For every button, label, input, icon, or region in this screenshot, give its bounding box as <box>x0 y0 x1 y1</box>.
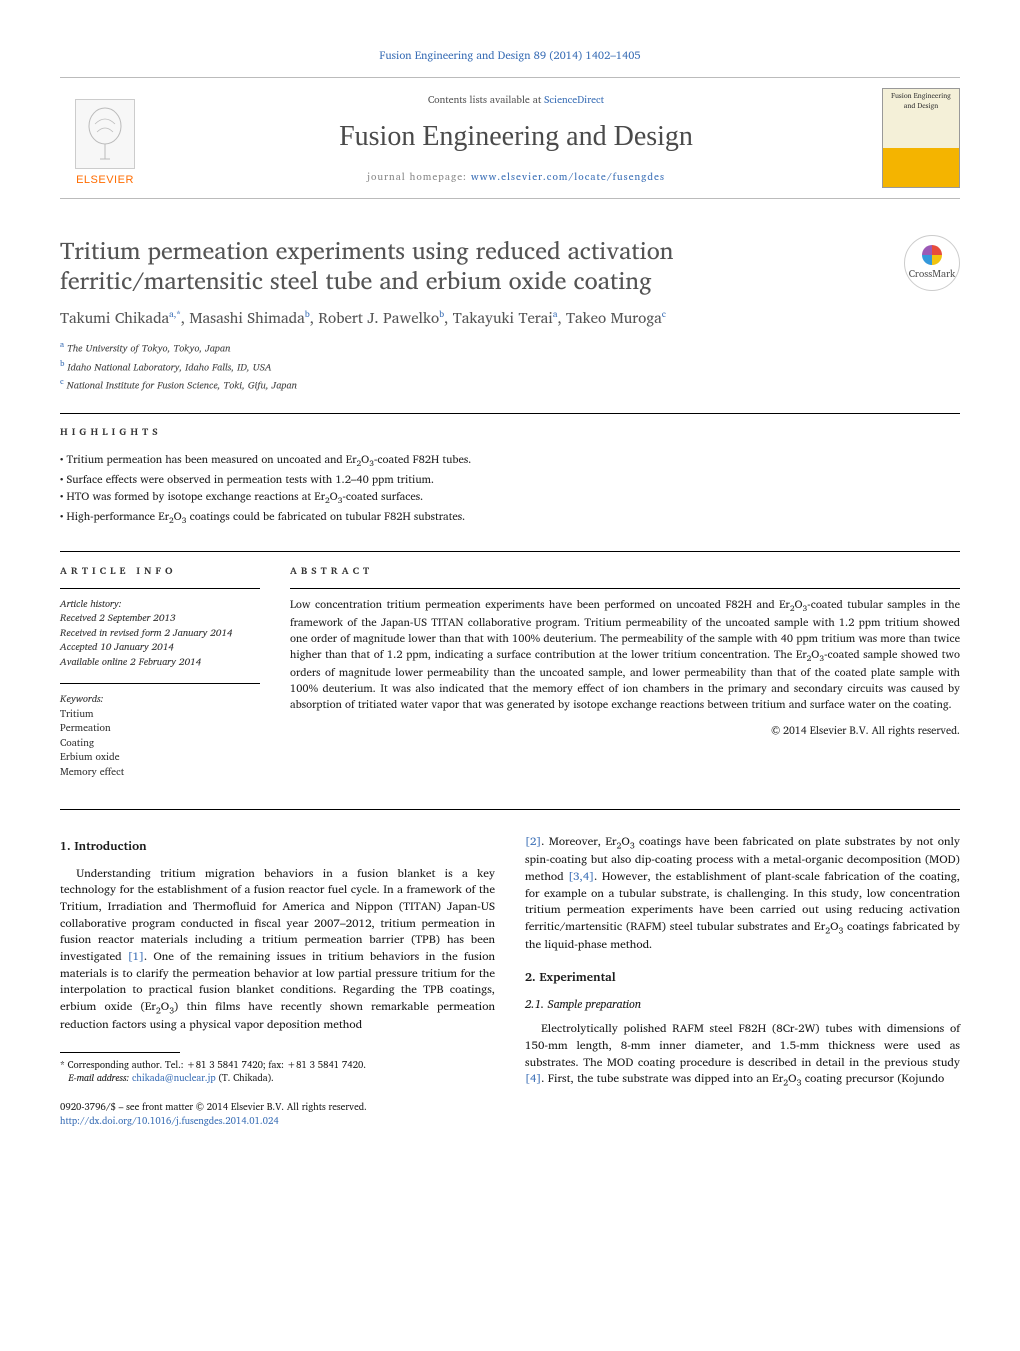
highlight-item: High-performance Er2O3 coatings could be… <box>60 508 960 527</box>
elsevier-tree-icon <box>75 99 135 169</box>
section-heading-experimental: 2. Experimental <box>525 969 960 986</box>
highlight-item: Tritium permeation has been measured on … <box>60 451 960 470</box>
affiliation-line: b Idaho National Laboratory, Idaho Falls… <box>60 357 960 375</box>
keywords-block: Keywords: TritiumPermeationCoatingErbium… <box>60 692 260 779</box>
crossmark-label: CrossMark <box>909 267 956 281</box>
footer-block: 0920-3796/$ – see front matter © 2014 El… <box>60 1101 495 1128</box>
contents-lists-line: Contents lists available at ScienceDirec… <box>150 93 882 107</box>
highlights-label: HIGHLIGHTS <box>60 424 162 440</box>
article-info-label: ARTICLE INFO <box>60 564 260 578</box>
journal-title: Fusion Engineering and Design <box>150 117 882 156</box>
keywords-heading: Keywords: <box>60 692 260 707</box>
history-heading: Article history: <box>60 597 260 612</box>
cover-label: Fusion Engineering and Design <box>891 91 951 112</box>
abstract-copyright: © 2014 Elsevier B.V. All rights reserved… <box>290 723 960 738</box>
author-list: Takumi Chikadaa,*, Masashi Shimadab, Rob… <box>60 307 960 328</box>
crossmark-badge[interactable]: CrossMark <box>904 235 960 291</box>
journal-cover-thumbnail: Fusion Engineering and Design <box>882 88 960 188</box>
keyword: Coating <box>60 736 260 751</box>
divider <box>60 588 260 589</box>
body-column-left: 1. Introduction Understanding tritium mi… <box>60 834 495 1127</box>
affiliation-line: a The University of Tokyo, Tokyo, Japan <box>60 338 960 356</box>
corresponding-author-footnote: * Corresponding author. Tel.: +81 3 5841… <box>60 1059 495 1086</box>
history-line: Received 2 September 2013 <box>60 611 260 626</box>
keyword: Tritium <box>60 707 260 722</box>
divider <box>60 683 260 684</box>
history-line: Available online 2 February 2014 <box>60 655 260 670</box>
history-line: Received in revised form 2 January 2014 <box>60 626 260 641</box>
article-history: Article history: Received 2 September 20… <box>60 597 260 670</box>
affiliation-line: c National Institute for Fusion Science,… <box>60 375 960 393</box>
journal-header: ELSEVIER Contents lists available at Sci… <box>60 77 960 199</box>
citation-link[interactable]: [1] <box>128 947 144 966</box>
section-heading-introduction: 1. Introduction <box>60 838 495 855</box>
footnote-email-suffix: (T. Chikada). <box>216 1071 274 1086</box>
journal-reference: Fusion Engineering and Design 89 (2014) … <box>60 48 960 63</box>
divider <box>290 588 960 589</box>
citation-link[interactable]: [4] <box>525 1069 541 1088</box>
journal-homepage-link[interactable]: www.elsevier.com/locate/fusengdes <box>471 169 665 185</box>
abstract-label: ABSTRACT <box>290 564 960 578</box>
affiliations: a The University of Tokyo, Tokyo, Japanb… <box>60 338 960 393</box>
footnote-separator <box>60 1052 180 1053</box>
body-column-right: [2]. Moreover, Er2O3 coatings have been … <box>525 834 960 1127</box>
citation-link[interactable]: [2] <box>525 832 541 851</box>
abstract-text: Low concentration tritium permeation exp… <box>290 597 960 713</box>
highlight-item: HTO was formed by isotope exchange react… <box>60 488 960 507</box>
highlight-item: Surface effects were observed in permeat… <box>60 471 960 489</box>
divider <box>60 413 960 414</box>
keyword: Erbium oxide <box>60 750 260 765</box>
history-line: Accepted 10 January 2014 <box>60 640 260 655</box>
publisher-logo-text: ELSEVIER <box>76 173 134 188</box>
article-info-column: ARTICLE INFO Article history: Received 2… <box>60 564 260 780</box>
doi-link[interactable]: http://dx.doi.org/10.1016/j.fusengdes.20… <box>60 1114 279 1129</box>
keyword: Memory effect <box>60 765 260 780</box>
intro-paragraph: Understanding tritium migration behavior… <box>60 866 495 1034</box>
corresponding-email-link[interactable]: chikada@nuclear.jp <box>132 1071 216 1086</box>
footnote-marker: * <box>60 1058 65 1073</box>
intro-continuation-paragraph: [2]. Moreover, Er2O3 coatings have been … <box>525 834 960 953</box>
publisher-logo: ELSEVIER <box>60 88 150 188</box>
keyword: Permeation <box>60 721 260 736</box>
journal-homepage-line: journal homepage: www.elsevier.com/locat… <box>150 170 882 184</box>
subsection-heading-sample: 2.1. Sample preparation <box>525 997 960 1014</box>
abstract-column: ABSTRACT Low concentration tritium perme… <box>290 564 960 780</box>
highlights-list: Tritium permeation has been measured on … <box>60 451 960 527</box>
contents-prefix: Contents lists available at <box>428 92 544 108</box>
footnote-email-label: E-mail address: <box>68 1071 132 1086</box>
homepage-prefix: journal homepage: <box>367 169 471 185</box>
crossmark-icon <box>922 245 942 265</box>
sciencedirect-link[interactable]: ScienceDirect <box>544 92 604 108</box>
body-columns: 1. Introduction Understanding tritium mi… <box>60 809 960 1127</box>
sample-prep-paragraph: Electrolytically polished RAFM steel F82… <box>525 1021 960 1089</box>
citation-link[interactable]: [3,4] <box>568 867 594 886</box>
highlights-section: HIGHLIGHTS Tritium permeation has been m… <box>60 424 960 527</box>
article-title: Tritium permeation experiments using red… <box>60 235 840 295</box>
